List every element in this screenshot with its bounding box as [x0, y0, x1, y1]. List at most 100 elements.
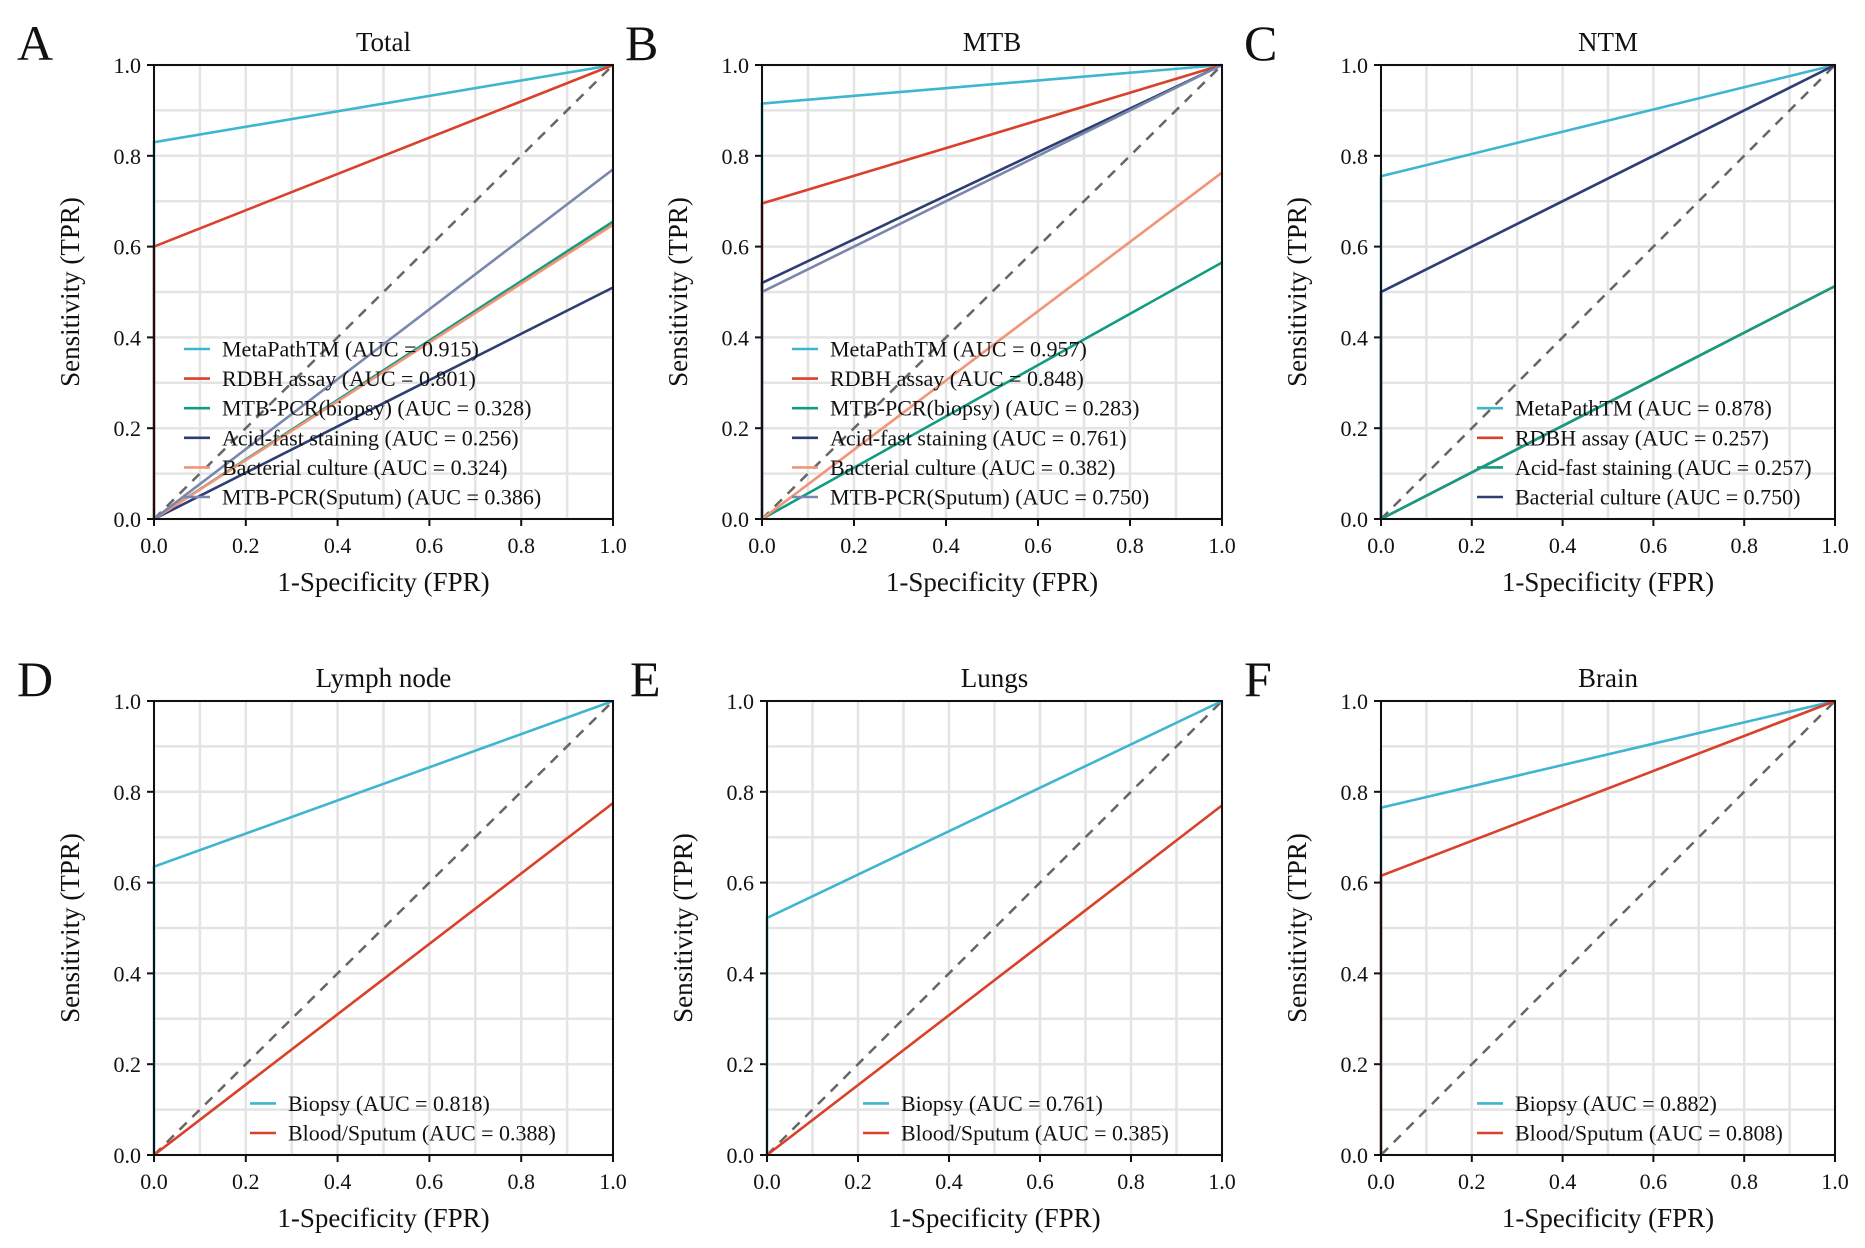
y-axis-label: Sensitivity (TPR) — [663, 197, 693, 387]
y-tick-label: 0.8 — [1341, 144, 1369, 169]
y-tick-label: 0.4 — [727, 961, 755, 986]
x-tick-label: 0.8 — [1730, 533, 1758, 558]
y-axis-label: Sensitivity (TPR) — [668, 833, 698, 1023]
x-tick-label: 0.4 — [1549, 1169, 1577, 1194]
x-tick-label: 0.8 — [507, 1169, 535, 1194]
legend-label: Biopsy (AUC = 0.882) — [1515, 1091, 1717, 1116]
legend-label: MTB-PCR(Sputum) (AUC = 0.750) — [830, 485, 1149, 510]
roc-curve-2 — [153, 802, 614, 1157]
x-axis-label: 1-Specificity (FPR) — [277, 1203, 489, 1233]
legend-label: Biopsy (AUC = 0.818) — [288, 1091, 490, 1116]
y-axis-label: Sensitivity (TPR) — [1282, 833, 1312, 1023]
y-tick-label: 0.2 — [1341, 1052, 1369, 1077]
x-tick-label: 1.0 — [1208, 1169, 1236, 1194]
y-tick-label: 0.6 — [727, 871, 755, 896]
x-tick-label: 0.6 — [416, 1169, 444, 1194]
legend-label: MetaPathTM (AUC = 0.878) — [1515, 396, 1772, 421]
x-tick-label: 1.0 — [599, 533, 627, 558]
x-tick-label: 0.0 — [140, 1169, 168, 1194]
legend-label: MTB-PCR(biopsy) (AUC = 0.328) — [222, 396, 531, 421]
x-tick-label: 0.8 — [507, 533, 535, 558]
x-tick-label: 0.6 — [1640, 1169, 1668, 1194]
x-tick-label: 0.4 — [932, 533, 960, 558]
y-tick-label: 0.0 — [114, 507, 142, 532]
x-tick-label: 0.0 — [1367, 1169, 1395, 1194]
x-tick-label: 0.6 — [1026, 1169, 1054, 1194]
x-tick-label: 0.8 — [1117, 1169, 1145, 1194]
y-tick-label: 0.0 — [114, 1143, 142, 1168]
legend-label: Blood/Sputum (AUC = 0.808) — [1515, 1121, 1783, 1146]
panel-e: 0.00.0 0.2 0.2 0.4 0.4 0.6 0.6 0.8 0.8 1.0 1.0 E Lun… — [630, 651, 1236, 1233]
y-tick-label: 0.8 — [727, 780, 755, 805]
plot-frame — [1380, 64, 1836, 520]
roc-curve-5 — [153, 223, 614, 521]
legend: MetaPathTM (AUC = 0.878) RDBH assay (AUC … — [1477, 396, 1812, 510]
panel-title: NTM — [1578, 27, 1638, 57]
legend: Biopsy (AUC = 0.882) Blood/Sputum (AUC = … — [1477, 1091, 1783, 1146]
legend: MetaPathTM (AUC = 0.957) RDBH assay (AUC … — [792, 337, 1149, 510]
legend-label: Acid-fast staining (AUC = 0.257) — [1515, 455, 1812, 480]
y-tick-label: 0.6 — [114, 871, 142, 896]
y-axis-label: Sensitivity (TPR) — [55, 833, 85, 1023]
legend: MetaPathTM (AUC = 0.915) RDBH assay (AUC … — [184, 337, 541, 510]
plot-frame — [761, 64, 1223, 520]
x-axis-label: 1-Specificity (FPR) — [886, 567, 1098, 597]
x-tick-label: 1.0 — [1821, 1169, 1849, 1194]
panel-c: 0.00.0 0.2 0.2 0.4 0.4 0.6 0.6 0.8 0.8 1.0 1.0 C NTM… — [1244, 15, 1849, 597]
x-tick-label: 1.0 — [1208, 533, 1236, 558]
x-tick-label: 0.4 — [324, 533, 352, 558]
legend-label: Blood/Sputum (AUC = 0.385) — [901, 1121, 1169, 1146]
x-tick-label: 0.2 — [840, 533, 868, 558]
y-tick-label: 1.0 — [114, 53, 142, 78]
x-tick-label: 0.4 — [935, 1169, 963, 1194]
x-tick-label: 0.2 — [1458, 533, 1486, 558]
x-tick-label: 0.2 — [232, 533, 260, 558]
y-tick-label: 0.2 — [114, 1052, 142, 1077]
roc-curve-5 — [761, 171, 1223, 521]
x-tick-label: 0.2 — [232, 1169, 260, 1194]
x-tick-label: 0.0 — [753, 1169, 781, 1194]
panel-title: Total — [356, 27, 411, 57]
x-axis-label: 1-Specificity (FPR) — [888, 1203, 1100, 1233]
y-tick-label: 1.0 — [1341, 689, 1369, 714]
y-tick-label: 0.4 — [722, 325, 750, 350]
y-tick-label: 0.4 — [114, 961, 142, 986]
x-tick-label: 0.6 — [1024, 533, 1052, 558]
roc-curve-4 — [153, 286, 614, 521]
legend-label: Acid-fast staining (AUC = 0.761) — [830, 425, 1127, 450]
legend-label: MetaPathTM (AUC = 0.957) — [830, 337, 1087, 362]
y-tick-label: 1.0 — [114, 689, 142, 714]
x-tick-label: 0.2 — [844, 1169, 872, 1194]
y-tick-label: 0.6 — [1341, 235, 1369, 260]
x-axis-label: 1-Specificity (FPR) — [1502, 1203, 1714, 1233]
y-tick-label: 0.4 — [1341, 961, 1369, 986]
y-tick-label: 0.2 — [1341, 416, 1369, 441]
panel-a: 0.00.0 0.2 0.2 0.4 0.4 0.6 0.6 0.8 0.8 1.0 1.0 A Tot… — [17, 15, 627, 597]
roc-curve-6 — [153, 168, 614, 521]
x-axis-label: 1-Specificity (FPR) — [277, 567, 489, 597]
panel-b: 0.00.0 0.2 0.2 0.4 0.4 0.6 0.6 0.8 0.8 1.0 1.0 B MTB… — [625, 15, 1236, 597]
panel-letter: B — [625, 15, 658, 71]
x-tick-label: 0.6 — [1640, 533, 1668, 558]
legend-label: MetaPathTM (AUC = 0.915) — [222, 337, 479, 362]
legend-label: RDBH assay (AUC = 0.848) — [830, 366, 1084, 391]
y-tick-label: 0.4 — [114, 325, 142, 350]
y-axis-label: Sensitivity (TPR) — [55, 197, 85, 387]
plot-frame — [766, 700, 1223, 1156]
x-tick-label: 1.0 — [599, 1169, 627, 1194]
legend-label: Bacterial culture (AUC = 0.382) — [830, 455, 1115, 480]
y-tick-label: 1.0 — [722, 53, 750, 78]
y-tick-label: 0.6 — [1341, 871, 1369, 896]
legend-label: Bacterial culture (AUC = 0.750) — [1515, 485, 1800, 510]
x-tick-label: 0.0 — [748, 533, 776, 558]
legend: Biopsy (AUC = 0.761) Blood/Sputum (AUC = … — [863, 1091, 1169, 1146]
legend-label: Biopsy (AUC = 0.761) — [901, 1091, 1103, 1116]
panel-letter: E — [630, 651, 661, 707]
legend-label: Blood/Sputum (AUC = 0.388) — [288, 1121, 556, 1146]
legend: Biopsy (AUC = 0.818) Blood/Sputum (AUC = … — [250, 1091, 556, 1146]
x-tick-label: 0.4 — [324, 1169, 352, 1194]
y-tick-label: 1.0 — [727, 689, 755, 714]
panel-title: Brain — [1578, 663, 1638, 693]
legend-label: Acid-fast staining (AUC = 0.256) — [222, 425, 519, 450]
